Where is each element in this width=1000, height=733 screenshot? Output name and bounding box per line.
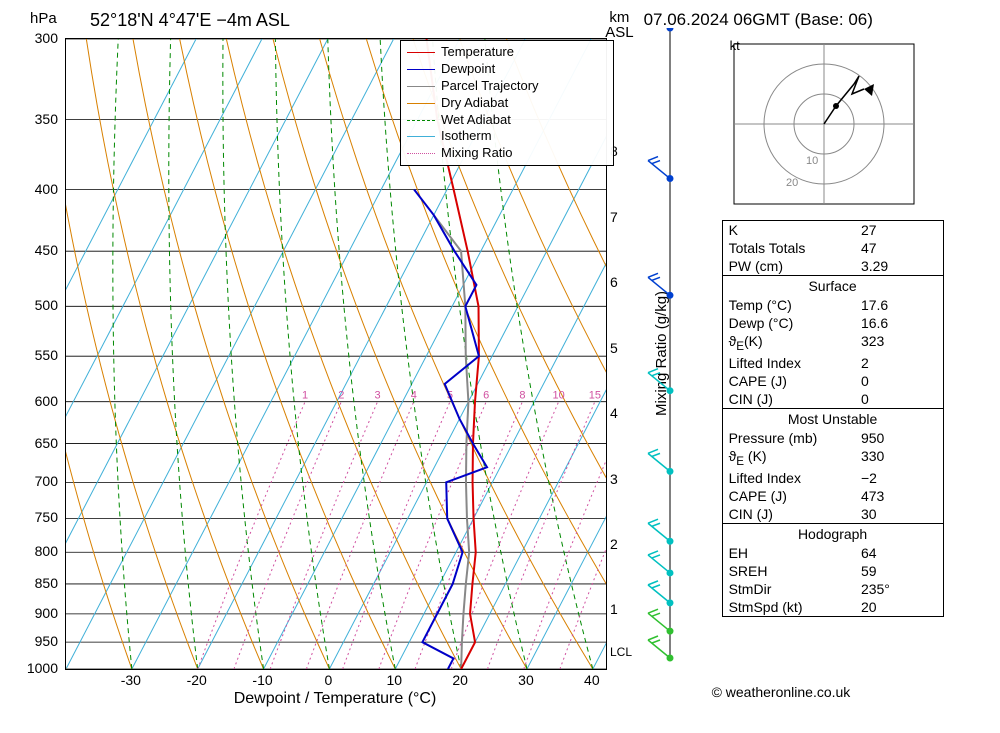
legend: TemperatureDewpointParcel TrajectoryDry …	[400, 40, 614, 166]
svg-text:10: 10	[553, 390, 565, 402]
ylabel-left: hPa	[30, 10, 57, 27]
hodograph-plot: 10 20	[724, 34, 924, 214]
svg-text:2: 2	[338, 390, 344, 402]
hodograph-table: HodographEH64SREH59StmDir235°StmSpd (kt)…	[722, 523, 944, 617]
data-tables: K27Totals Totals47PW (cm)3.29 SurfaceTem…	[722, 220, 944, 617]
ylabel-right: kmASL	[605, 10, 633, 40]
skewt-chart: hPa 52°18'N 4°47'E −4m ASL kmASL 3003504…	[10, 10, 634, 700]
indices-table: K27Totals Totals47PW (cm)3.29	[722, 220, 944, 276]
svg-text:8: 8	[519, 390, 525, 402]
most-unstable-table: Most UnstablePressure (mb)950ϑE (K)330Li…	[722, 408, 944, 524]
surface-table: SurfaceTemp (°C)17.6Dewp (°C)16.6ϑE(K)32…	[722, 275, 944, 409]
pressure-ticks: 3003504004505005506006507007508008509009…	[10, 38, 62, 668]
svg-text:6: 6	[483, 390, 489, 402]
svg-text:10: 10	[806, 155, 818, 167]
xlabel: Dewpoint / Temperature (°C)	[65, 690, 605, 708]
svg-text:1: 1	[302, 390, 308, 402]
svg-text:3: 3	[374, 390, 380, 402]
chart-title: 52°18'N 4°47'E −4m ASL	[90, 10, 290, 31]
svg-text:20: 20	[786, 177, 798, 189]
copyright: © weatheronline.co.uk	[712, 684, 851, 700]
temp-ticks: -30-20-10010203040	[65, 670, 605, 690]
svg-text:4: 4	[411, 390, 417, 402]
svg-text:15: 15	[589, 390, 601, 402]
datetime: 07.06.2024 06GMT (Base: 06)	[644, 10, 990, 30]
